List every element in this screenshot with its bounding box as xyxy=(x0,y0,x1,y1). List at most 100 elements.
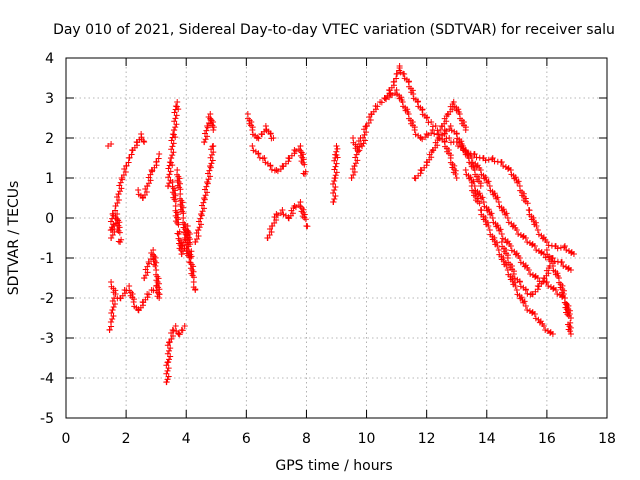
data-point xyxy=(411,127,418,133)
trace-marker xyxy=(505,219,512,226)
trace-marker xyxy=(195,218,202,225)
data-point xyxy=(183,235,190,241)
data-point xyxy=(543,279,550,285)
plot-frame xyxy=(65,57,608,419)
series-seg-16 xyxy=(264,202,311,241)
trace-marker xyxy=(172,103,179,110)
series-seg-29 xyxy=(544,251,574,335)
data-point xyxy=(477,207,484,213)
trace-marker xyxy=(301,161,308,168)
trace-marker xyxy=(204,170,211,177)
data-point xyxy=(446,135,453,141)
data-point xyxy=(411,175,418,181)
data-point xyxy=(516,183,523,189)
trace-marker xyxy=(386,94,393,101)
data-point xyxy=(249,143,256,149)
trace-marker xyxy=(332,151,339,158)
data-point xyxy=(291,147,298,153)
trace-marker xyxy=(520,299,527,306)
data-point xyxy=(123,163,130,169)
trace-marker xyxy=(473,163,480,170)
trace-marker xyxy=(521,263,528,270)
trace-marker xyxy=(497,226,504,233)
trace-marker xyxy=(203,127,210,134)
trace-marker xyxy=(485,206,492,213)
y-tick-label: -3 xyxy=(40,331,54,347)
data-point xyxy=(462,127,469,133)
trace-marker xyxy=(202,192,209,199)
data-point xyxy=(453,175,460,181)
trace-marker xyxy=(352,154,359,161)
trace-marker xyxy=(496,227,503,234)
trace-marker xyxy=(521,298,528,305)
trace-marker xyxy=(536,319,543,326)
data-point xyxy=(178,327,185,333)
data-point xyxy=(177,191,184,197)
series-seg-17 xyxy=(330,145,341,205)
data-point xyxy=(348,175,355,181)
data-point xyxy=(549,331,556,337)
trace-marker xyxy=(164,367,171,374)
data-point xyxy=(477,183,484,189)
data-point xyxy=(204,123,211,129)
trace-marker xyxy=(196,224,203,231)
trace-marker xyxy=(499,235,506,242)
data-point xyxy=(405,111,412,117)
data-point xyxy=(268,223,275,229)
data-point xyxy=(480,155,487,161)
data-point xyxy=(540,275,547,281)
trace-marker xyxy=(515,231,522,237)
data-point xyxy=(192,287,199,293)
trace-marker xyxy=(125,159,132,166)
trace-marker xyxy=(289,210,296,217)
data-point xyxy=(279,163,286,169)
data-point xyxy=(435,135,442,141)
trace-marker xyxy=(179,242,186,249)
data-point xyxy=(117,239,124,245)
trace-marker xyxy=(109,298,116,304)
trace-marker xyxy=(164,342,171,349)
data-point xyxy=(333,143,340,149)
trace-marker xyxy=(282,160,289,167)
trace-marker xyxy=(542,327,549,333)
data-point xyxy=(195,227,202,233)
trace-marker xyxy=(166,347,173,354)
trace-marker xyxy=(332,172,339,179)
data-point xyxy=(555,275,562,281)
data-point xyxy=(108,141,115,147)
data-point xyxy=(156,151,163,157)
trace-marker xyxy=(517,259,524,266)
trace-marker xyxy=(280,211,287,218)
data-point xyxy=(108,227,115,233)
trace-marker xyxy=(443,118,450,125)
data-point xyxy=(117,295,124,301)
data-point xyxy=(169,179,176,185)
data-point xyxy=(168,155,175,161)
trace-marker xyxy=(512,282,519,289)
trace-marker xyxy=(197,215,204,222)
data-point xyxy=(543,239,550,245)
data-point xyxy=(165,359,172,365)
trace-marker xyxy=(464,151,471,158)
trace-marker xyxy=(152,262,159,269)
trace-marker xyxy=(482,174,489,181)
data-point xyxy=(419,107,426,113)
data-point xyxy=(285,215,292,221)
trace-marker xyxy=(331,166,338,173)
data-point xyxy=(178,251,185,257)
data-point xyxy=(423,131,430,137)
data-point xyxy=(115,191,122,197)
data-point xyxy=(291,203,298,209)
data-point xyxy=(489,155,496,161)
data-point xyxy=(153,159,160,165)
data-point xyxy=(363,123,370,129)
data-point xyxy=(285,155,292,161)
data-point xyxy=(253,135,260,141)
trace-marker xyxy=(545,283,552,289)
trace-marker xyxy=(452,170,459,177)
data-point xyxy=(486,183,493,189)
data-point xyxy=(109,307,116,313)
data-point xyxy=(393,71,400,77)
trace-marker xyxy=(560,263,567,269)
